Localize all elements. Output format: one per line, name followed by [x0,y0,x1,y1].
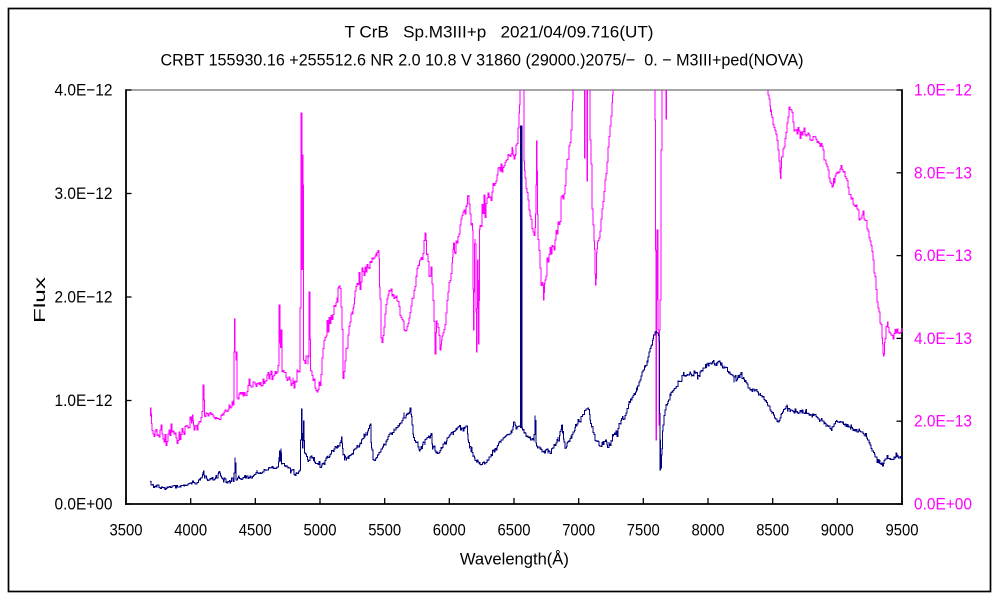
svg-text:4500: 4500 [239,521,272,540]
svg-text:1.0E−12: 1.0E−12 [55,391,113,410]
svg-text:5000: 5000 [304,521,337,540]
svg-text:Wavelength(Å): Wavelength(Å) [460,550,569,569]
svg-text:8500: 8500 [756,521,789,540]
svg-text:8.0E−13: 8.0E−13 [914,163,972,182]
svg-text:5500: 5500 [368,521,401,540]
svg-text:9500: 9500 [886,521,919,540]
svg-text:2.0E−12: 2.0E−12 [55,288,113,307]
svg-text:4.0E−13: 4.0E−13 [914,329,972,348]
svg-text:2.0E−13: 2.0E−13 [914,412,972,431]
svg-text:6000: 6000 [433,521,466,540]
svg-text:1.0E−12: 1.0E−12 [914,81,972,100]
svg-text:T CrB Sp.M3III+p 2021/04/0: T CrB Sp.M3III+p 2021/04/09.716(UT) [345,23,654,42]
svg-text:7000: 7000 [562,521,595,540]
svg-text:0.0E+00: 0.0E+00 [55,495,113,514]
svg-text:3.0E−12: 3.0E−12 [55,184,113,203]
svg-text:8000: 8000 [692,521,725,540]
svg-text:CRBT 155930.16 +255512.6 NR 2.: CRBT 155930.16 +255512.6 NR 2.0 10.8 V 3… [161,50,804,69]
svg-text:6.0E−13: 6.0E−13 [914,246,972,265]
svg-text:4000: 4000 [174,521,207,540]
svg-text:4.0E−12: 4.0E−12 [55,81,113,100]
svg-text:7500: 7500 [627,521,660,540]
svg-text:6500: 6500 [498,521,531,540]
svg-text:3500: 3500 [110,521,143,540]
svg-text:9000: 9000 [821,521,854,540]
svg-text:0.0E+00: 0.0E+00 [914,495,972,514]
svg-text:Flux: Flux [32,277,49,323]
